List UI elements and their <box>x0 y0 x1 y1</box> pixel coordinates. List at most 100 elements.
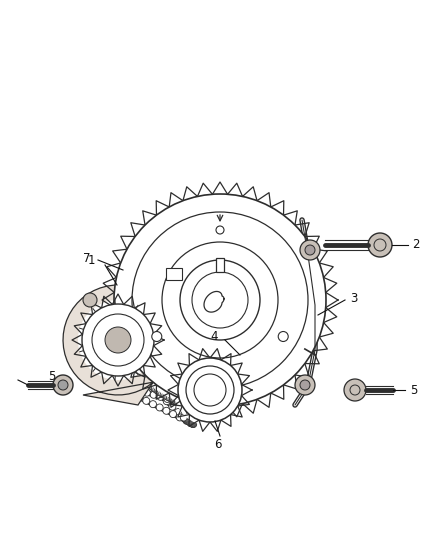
Circle shape <box>102 376 109 383</box>
Circle shape <box>102 377 110 384</box>
Circle shape <box>187 419 194 426</box>
Circle shape <box>190 421 197 427</box>
Circle shape <box>169 403 176 410</box>
Circle shape <box>58 380 68 390</box>
Circle shape <box>163 393 170 400</box>
Circle shape <box>152 332 162 342</box>
Circle shape <box>101 376 108 383</box>
Circle shape <box>116 381 123 388</box>
Circle shape <box>148 383 155 390</box>
Circle shape <box>96 374 103 381</box>
Circle shape <box>183 401 190 408</box>
Circle shape <box>174 354 246 426</box>
Circle shape <box>98 375 105 382</box>
Circle shape <box>180 414 187 421</box>
Circle shape <box>190 421 197 427</box>
Circle shape <box>152 385 159 392</box>
Circle shape <box>171 398 178 405</box>
Circle shape <box>156 404 163 411</box>
Circle shape <box>97 375 104 382</box>
Text: 4: 4 <box>211 330 218 343</box>
Text: 3: 3 <box>350 292 357 304</box>
Circle shape <box>154 387 161 394</box>
Circle shape <box>184 402 191 409</box>
Circle shape <box>157 389 164 396</box>
Circle shape <box>105 327 131 353</box>
FancyBboxPatch shape <box>166 268 182 280</box>
Circle shape <box>166 394 173 401</box>
Text: 1: 1 <box>88 254 95 266</box>
Circle shape <box>143 389 150 396</box>
Circle shape <box>305 245 315 255</box>
Circle shape <box>123 383 130 390</box>
Circle shape <box>164 395 171 402</box>
Circle shape <box>186 366 234 414</box>
Circle shape <box>150 384 157 391</box>
Circle shape <box>183 417 190 424</box>
Circle shape <box>129 391 136 398</box>
Circle shape <box>187 419 194 426</box>
Circle shape <box>109 379 116 386</box>
Circle shape <box>300 380 310 390</box>
Circle shape <box>114 194 326 406</box>
Circle shape <box>156 388 163 395</box>
Circle shape <box>143 397 150 405</box>
Circle shape <box>171 397 178 403</box>
Circle shape <box>162 242 278 358</box>
Text: 2: 2 <box>412 238 420 252</box>
Circle shape <box>185 418 192 425</box>
Circle shape <box>368 233 392 257</box>
Circle shape <box>149 401 156 408</box>
Circle shape <box>175 409 182 416</box>
Circle shape <box>295 375 315 395</box>
Circle shape <box>278 332 288 342</box>
Circle shape <box>159 390 166 397</box>
Circle shape <box>82 304 154 376</box>
Circle shape <box>99 376 106 383</box>
Circle shape <box>109 381 116 388</box>
Circle shape <box>96 374 103 381</box>
Circle shape <box>173 398 180 405</box>
Circle shape <box>163 407 170 414</box>
Circle shape <box>152 387 159 394</box>
Circle shape <box>92 314 144 366</box>
Circle shape <box>180 414 187 421</box>
Circle shape <box>116 384 123 391</box>
Circle shape <box>78 300 158 380</box>
Circle shape <box>162 392 169 399</box>
Polygon shape <box>216 258 224 272</box>
Polygon shape <box>63 285 168 405</box>
Circle shape <box>180 400 187 407</box>
Circle shape <box>153 386 160 393</box>
Circle shape <box>160 391 167 398</box>
Circle shape <box>110 190 330 410</box>
Circle shape <box>146 382 153 389</box>
Circle shape <box>98 375 105 382</box>
Circle shape <box>132 212 308 388</box>
Text: 6: 6 <box>214 438 222 450</box>
Text: 5: 5 <box>48 370 56 384</box>
Circle shape <box>53 375 73 395</box>
Circle shape <box>165 393 172 401</box>
Circle shape <box>96 374 103 382</box>
Circle shape <box>170 396 177 403</box>
Circle shape <box>137 387 144 394</box>
Circle shape <box>123 387 130 394</box>
Circle shape <box>177 400 184 407</box>
Circle shape <box>102 377 109 384</box>
Circle shape <box>157 393 164 400</box>
Circle shape <box>344 379 366 401</box>
Circle shape <box>102 377 109 384</box>
Polygon shape <box>204 292 224 312</box>
Circle shape <box>147 382 154 389</box>
Circle shape <box>188 419 195 427</box>
Circle shape <box>181 415 188 422</box>
Circle shape <box>192 272 248 328</box>
Circle shape <box>141 376 148 383</box>
Circle shape <box>184 417 191 424</box>
Circle shape <box>186 418 193 425</box>
Circle shape <box>143 378 150 385</box>
Circle shape <box>83 293 97 307</box>
Circle shape <box>176 414 183 421</box>
Circle shape <box>182 415 189 422</box>
